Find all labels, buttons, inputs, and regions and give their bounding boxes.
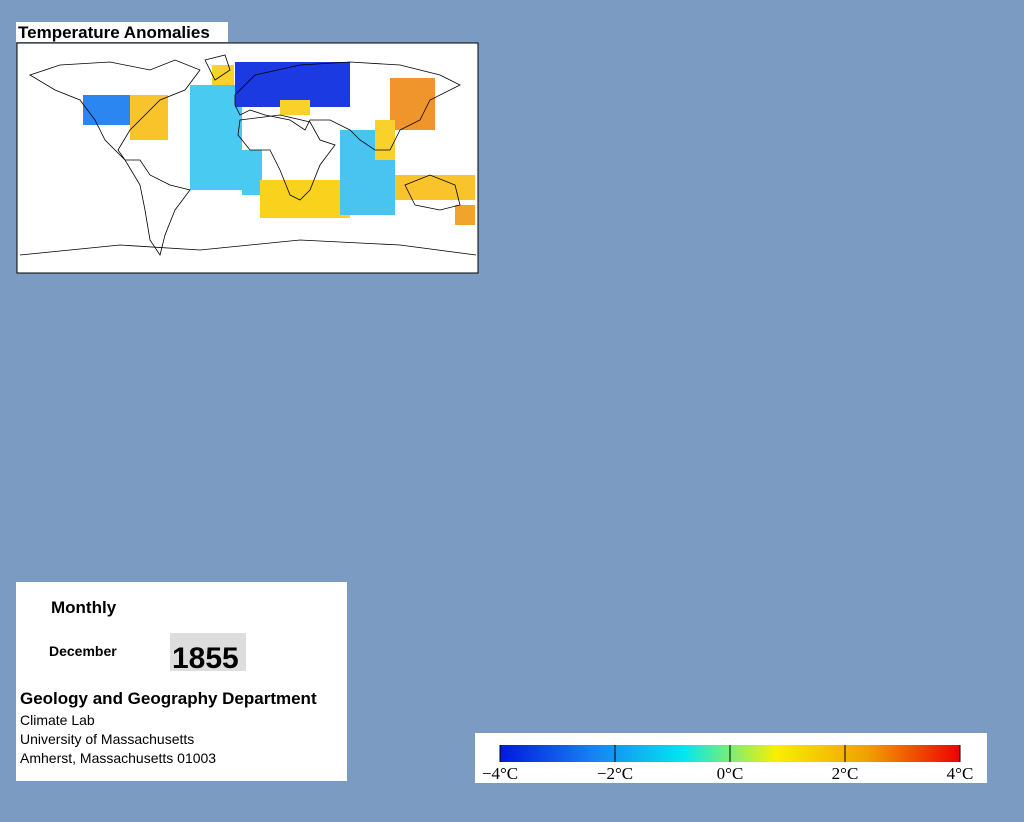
- year: 1855: [172, 642, 239, 675]
- info-panel: [16, 582, 347, 781]
- colorbar-tick-label: −4°C: [482, 764, 518, 783]
- address-line: Climate Lab: [20, 712, 95, 728]
- year-box: [170, 633, 246, 671]
- address-line: University of Massachusetts: [20, 731, 194, 747]
- frequency: Monthly: [51, 598, 117, 617]
- colorbar-tick-label: −2°C: [597, 764, 633, 783]
- colorbar-tick-label: 0°C: [717, 764, 744, 783]
- title-box: [16, 22, 228, 42]
- address-line: Amherst, Massachusetts 01003: [20, 750, 216, 766]
- department: Geology and Geography Department: [20, 689, 317, 708]
- anomaly-field: [83, 62, 475, 225]
- coastlines: [19, 54, 477, 256]
- colorbar-tick-label: 2°C: [832, 764, 859, 783]
- map: [16, 42, 479, 274]
- map-title: Temperature Anomalies: [18, 23, 210, 42]
- colorbar-tick-label: 4°C: [947, 764, 974, 783]
- month: December: [49, 643, 117, 659]
